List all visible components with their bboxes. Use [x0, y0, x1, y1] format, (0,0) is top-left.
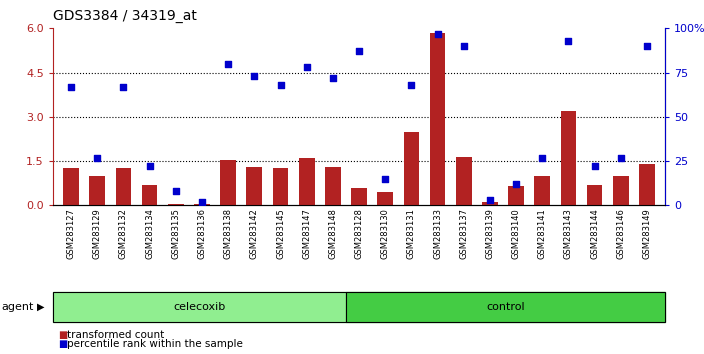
Text: agent: agent: [1, 302, 34, 312]
Text: transformed count: transformed count: [67, 330, 164, 339]
Point: [222, 61, 234, 67]
Point: [65, 84, 77, 90]
Bar: [220, 160, 236, 205]
Point: [92, 155, 103, 160]
Bar: [639, 164, 655, 205]
Point: [510, 181, 522, 187]
Point: [432, 31, 444, 36]
Point: [249, 73, 260, 79]
Text: ■: ■: [58, 330, 67, 339]
Point: [353, 48, 365, 54]
Point: [170, 188, 182, 194]
Text: ■: ■: [58, 339, 67, 349]
Bar: [298, 158, 315, 205]
Bar: [346, 292, 665, 322]
Bar: [429, 33, 446, 205]
Bar: [53, 292, 346, 322]
Point: [641, 43, 653, 49]
Point: [536, 155, 548, 160]
Bar: [560, 111, 577, 205]
Bar: [403, 132, 420, 205]
Bar: [115, 169, 132, 205]
Bar: [377, 192, 393, 205]
Point: [484, 197, 496, 203]
Bar: [325, 167, 341, 205]
Bar: [272, 169, 289, 205]
Point: [196, 199, 208, 205]
Point: [458, 43, 470, 49]
Bar: [508, 186, 524, 205]
Bar: [246, 167, 262, 205]
Point: [275, 82, 286, 88]
Point: [118, 84, 129, 90]
Bar: [168, 204, 184, 205]
Point: [301, 64, 313, 70]
Bar: [534, 176, 550, 205]
Point: [562, 38, 574, 44]
Point: [327, 75, 339, 81]
Bar: [482, 202, 498, 205]
Point: [144, 164, 156, 169]
Bar: [142, 185, 158, 205]
Bar: [586, 185, 603, 205]
Point: [379, 176, 391, 182]
Text: control: control: [486, 302, 524, 312]
Bar: [194, 204, 210, 205]
Bar: [351, 188, 367, 205]
Bar: [63, 169, 79, 205]
Text: percentile rank within the sample: percentile rank within the sample: [67, 339, 243, 349]
Text: celecoxib: celecoxib: [173, 302, 225, 312]
Text: GDS3384 / 34319_at: GDS3384 / 34319_at: [53, 9, 196, 23]
Bar: [613, 176, 629, 205]
Point: [406, 82, 417, 88]
Bar: [456, 156, 472, 205]
Point: [589, 164, 601, 169]
Text: ▶: ▶: [37, 302, 44, 312]
Bar: [89, 176, 105, 205]
Point: [615, 155, 627, 160]
